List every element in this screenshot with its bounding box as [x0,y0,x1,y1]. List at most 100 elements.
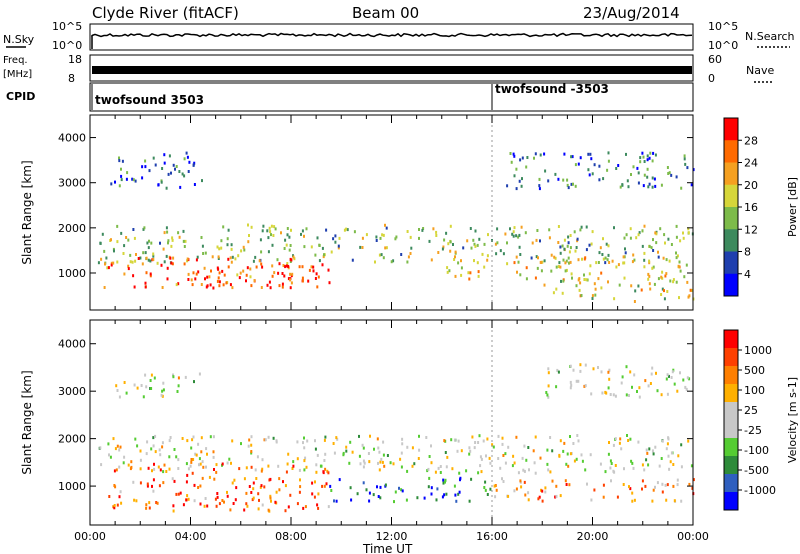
data-cell [146,482,149,486]
data-cell [308,268,311,272]
data-cell [680,443,683,447]
data-cell [233,478,236,482]
data-cell [642,155,645,159]
data-cell [247,444,250,448]
data-cell [489,461,492,465]
data-cell [657,255,660,259]
data-cell [577,162,580,166]
data-cell [381,233,384,237]
data-cell [566,183,569,187]
data-cell [168,455,171,459]
data-cell [283,274,286,278]
data-cell [150,373,153,377]
data-cell [519,158,522,162]
data-cell [555,494,558,498]
nsky-tick-bottom: 10^0 [52,39,82,52]
colorbar-segment [724,118,738,141]
data-cell [303,245,306,249]
data-cell [122,252,125,255]
data-cell [349,440,352,444]
data-cell [659,227,662,231]
data-cell [165,470,168,473]
data-cell [606,168,609,172]
data-cell [198,372,201,376]
data-cell [663,233,666,237]
data-cell [220,239,223,243]
data-cell [678,260,681,264]
data-cell [591,297,594,300]
data-cell [199,502,202,506]
data-cell [654,153,657,157]
data-cell [509,152,512,155]
data-cell [623,276,626,280]
nsearch-tick-top: 10^5 [708,20,738,33]
data-cell [524,231,527,235]
data-cell [187,170,190,173]
data-cell [554,172,557,176]
data-cell [574,163,577,167]
data-cell [610,479,612,483]
data-cell [305,465,308,469]
data-cell [474,229,477,233]
data-cell [292,255,295,259]
data-cell [152,489,155,493]
data-cell [595,261,598,265]
data-cell [692,478,695,482]
data-cell [435,234,438,237]
data-cell [204,251,207,255]
data-cell [319,464,322,468]
data-cell [567,256,570,260]
data-cell [221,462,224,466]
data-cell [576,434,579,437]
data-cell [572,442,575,445]
data-cell [607,280,609,284]
data-cell [569,234,572,237]
data-cell [534,471,537,475]
data-cell [559,265,562,269]
data-cell [672,278,675,282]
data-cell [129,260,132,264]
data-cell [518,233,521,237]
data-cell [608,261,611,264]
data-cell [488,456,491,460]
data-cell [307,279,310,283]
data-cell [468,499,471,503]
data-cell [512,454,515,458]
data-cell [312,265,315,269]
data-cell [284,238,287,242]
data-cell [399,457,402,461]
data-cell [453,484,456,488]
data-cell [189,464,192,468]
data-cell [324,435,327,439]
data-cell [439,465,442,468]
data-cell [680,499,683,503]
data-cell [123,244,126,248]
data-cell [186,257,189,261]
data-cell [152,258,155,261]
data-cell [543,283,546,287]
data-cell [223,500,225,504]
data-cell [643,265,646,269]
data-cell [165,254,168,258]
data-cell [538,187,541,191]
data-cell [378,253,381,257]
data-cell [197,486,200,489]
data-cell [591,172,594,176]
data-cell [455,499,458,503]
data-cell [646,167,649,171]
data-cell [485,454,487,458]
data-cell [557,241,560,244]
data-cell [683,275,686,279]
data-cell [145,271,148,275]
data-cell [558,261,561,265]
data-cell [213,477,216,481]
data-cell [571,155,574,159]
data-cell [612,443,615,447]
data-cell [326,469,329,473]
data-cell [524,493,527,497]
data-cell [288,235,291,239]
data-cell [183,157,186,161]
data-cell [679,239,682,243]
data-cell [687,439,690,443]
colorbar-label: Power [dB] [786,177,799,237]
